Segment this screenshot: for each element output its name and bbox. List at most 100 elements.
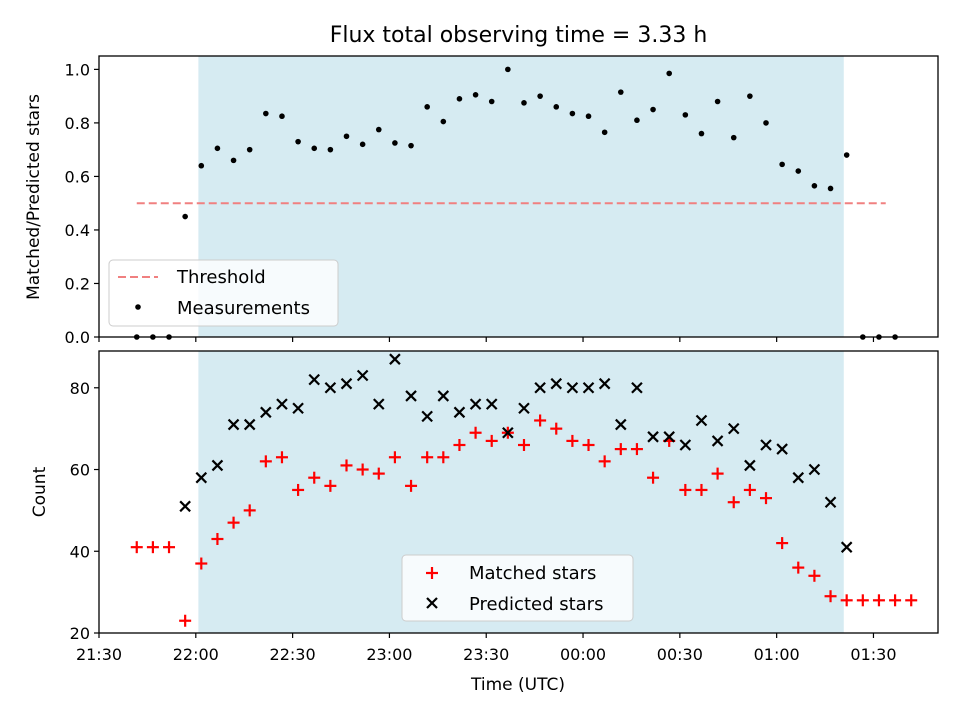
matched-star-point — [727, 496, 740, 509]
measurement-point — [634, 117, 640, 124]
measurement-point — [698, 130, 705, 137]
predicted-star-point — [534, 382, 546, 394]
matched-star-point — [324, 479, 337, 492]
matched-star-point — [421, 451, 434, 464]
matched-star-point — [275, 451, 288, 464]
predicted-star-point — [179, 500, 191, 513]
measurement-point — [553, 104, 560, 110]
measurement-point — [214, 145, 221, 152]
measurement-point — [424, 104, 430, 110]
predicted-star-point — [195, 471, 208, 484]
measurement-point — [359, 141, 366, 148]
matched-star-point — [517, 439, 530, 451]
bottom-plot-frame — [98, 350, 939, 634]
matched-star-point — [679, 483, 692, 496]
predicted-star-point — [550, 377, 563, 390]
measurement-point — [311, 145, 318, 152]
measurement-point — [763, 120, 769, 126]
measurement-point — [714, 98, 721, 105]
matched-star-point — [453, 439, 466, 451]
measurement-point — [795, 168, 802, 174]
top-legend: Threshold Measurements — [108, 259, 339, 327]
bottom-y-axis-label: Count — [30, 466, 50, 517]
legend-threshold-label: Threshold — [176, 267, 266, 288]
measurement-point — [263, 110, 269, 117]
x-axis-label: Time (UTC) — [470, 675, 565, 695]
y-tick-label: 0.6 — [65, 167, 90, 186]
y-tick-label: 1.0 — [65, 60, 90, 79]
measurement-point — [327, 146, 334, 153]
x-tick-label: 23:00 — [366, 645, 412, 664]
predicted-star-point — [727, 422, 740, 435]
matched-star-point — [340, 459, 353, 472]
matched-star-point — [711, 467, 724, 480]
predicted-star-point — [260, 406, 272, 419]
legend-measurements-swatch — [135, 304, 141, 310]
matched-star-point — [388, 451, 401, 464]
matched-star-point — [824, 590, 837, 603]
measurement-point — [505, 66, 511, 73]
matched-star-point — [227, 516, 240, 529]
measurement-point — [440, 118, 447, 125]
matched-star-point — [905, 594, 918, 607]
matched-star-point — [872, 594, 885, 607]
predicted-star-point — [243, 418, 256, 431]
matched-star-point — [356, 463, 369, 476]
predicted-star-point — [292, 402, 304, 414]
matched-star-point — [130, 541, 143, 554]
predicted-star-point — [356, 369, 369, 382]
measurement-point — [488, 98, 495, 105]
predicted-star-point — [405, 390, 417, 402]
matched-star-point — [614, 443, 627, 456]
measurement-point — [537, 93, 543, 99]
matched-star-point — [195, 557, 208, 570]
measurement-point — [730, 134, 737, 141]
predicted-star-point — [582, 382, 595, 394]
matched-star-point — [211, 533, 224, 545]
measurement-point — [585, 113, 592, 120]
predicted-star-point — [679, 439, 692, 451]
predicted-star-point — [824, 496, 837, 508]
predicted-star-point — [598, 377, 611, 390]
measurement-point — [666, 70, 672, 77]
measurement-point — [682, 112, 689, 118]
chart-title: Flux total observing time = 3.33 h — [330, 23, 708, 48]
predicted-star-point — [615, 418, 627, 431]
x-tick-label: 21:30 — [76, 645, 122, 664]
predicted-star-point — [647, 431, 659, 443]
predicted-star-point — [663, 431, 675, 443]
measurement-point — [521, 100, 527, 106]
measurement-point — [392, 140, 398, 146]
matched-star-point — [243, 504, 256, 517]
matched-star-point — [760, 492, 773, 505]
matched-star-point — [259, 455, 272, 468]
measurement-point — [343, 133, 350, 140]
predicted-star-point — [485, 398, 498, 410]
legend-matched-label: Matched stars — [469, 563, 596, 584]
measurement-point — [182, 213, 188, 220]
y-tick-label: 40 — [70, 542, 90, 561]
matched-star-point — [163, 541, 176, 554]
matched-star-point — [534, 414, 547, 427]
measurement-point — [246, 146, 253, 153]
predicted-star-point — [308, 373, 321, 386]
predicted-star-point — [437, 390, 450, 402]
measurement-point — [827, 185, 834, 192]
matched-star-point — [808, 569, 821, 582]
x-tick-label: 23:30 — [463, 645, 509, 664]
measurement-point — [295, 138, 301, 145]
matched-star-point — [146, 541, 159, 554]
measurement-point — [456, 96, 463, 102]
predicted-star-point — [566, 382, 579, 394]
measurement-point — [779, 161, 785, 168]
predicted-star-point — [227, 418, 240, 431]
measurement-point — [843, 152, 850, 158]
predicted-star-point — [340, 377, 353, 390]
matched-star-point — [695, 483, 708, 496]
legend-predicted-label: Predicted stars — [469, 594, 603, 615]
matched-star-point — [437, 451, 450, 464]
top-panel: Flux total observing time = 3.33 h Match… — [24, 23, 939, 347]
predicted-star-point — [453, 406, 466, 419]
matched-star-point — [856, 594, 869, 607]
bottom-legend: Matched stars Predicted stars — [401, 554, 634, 622]
